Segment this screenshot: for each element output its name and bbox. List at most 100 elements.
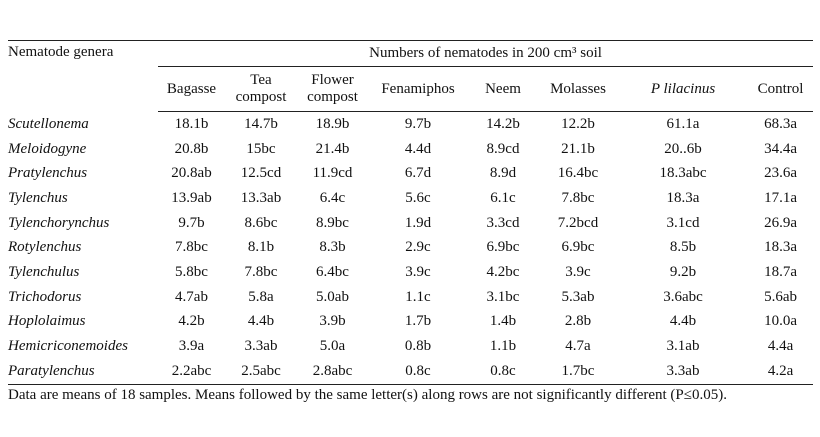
value-cell: 11.9cd xyxy=(312,165,353,182)
table-row: Tylenchulus 5.8bc 7.8bc 6.4bc 3.9c 4.2bc 3.9c 9… xyxy=(8,260,813,285)
value-cell: 4.7ab xyxy=(175,288,208,305)
value-cell: 20..6b xyxy=(664,140,702,157)
value-cell: 12.5cd xyxy=(240,165,282,182)
value-cell: 20.8ab xyxy=(171,165,212,182)
value-cell: 2.8abc xyxy=(312,362,353,379)
genus-cell: Scutellonema xyxy=(8,115,89,132)
value-cell: 0.8c xyxy=(490,362,516,379)
value-cell: 1.9d xyxy=(404,214,432,231)
table-row: Paratylenchus 2.2abc 2.5abc 2.8abc 0.8c 0.8c 1… xyxy=(8,359,813,384)
value-cell: 26.9a xyxy=(764,214,797,231)
value-cell: 3.9c xyxy=(405,263,431,280)
value-cell: 1.7bc xyxy=(561,362,595,379)
value-cell: 6.4bc xyxy=(316,263,349,280)
value-cell: 7.8bc xyxy=(561,189,595,206)
value-cell: 2.2abc xyxy=(171,362,212,379)
value-cell: 5.0ab xyxy=(316,288,349,305)
value-cell: 4.2a xyxy=(767,362,794,379)
value-cell: 14.7b xyxy=(244,115,278,132)
value-cell: 6.4c xyxy=(319,189,346,206)
value-cell: 68.3a xyxy=(764,115,797,132)
table-row: Tylenchorynchus 9.7b 8.6bc 8.9bc 1.9d 3.3cd 7.… xyxy=(8,211,813,236)
value-cell: 23.6a xyxy=(764,165,797,182)
value-cell: 16.4bc xyxy=(557,165,599,182)
column-header: Fenamiphos xyxy=(368,66,468,112)
value-cell: 10.0a xyxy=(764,313,797,330)
value-cell: 21.4b xyxy=(315,140,350,157)
value-cell: 4.4d xyxy=(404,140,432,157)
genus-cell: Meloidogyne xyxy=(8,140,87,157)
genus-cell: Tylenchorynchus xyxy=(8,214,110,231)
value-cell: 3.6abc xyxy=(663,288,703,305)
table-row: Hoplolaimus 4.2b 4.4b 3.9b 1.7b 1.4b 2.8b 4.4b 1… xyxy=(8,310,813,335)
value-cell: 5.6c xyxy=(405,189,431,206)
value-cell: 18.3a xyxy=(666,189,700,206)
table-body: Scutellonema 18.1b 14.7b 18.9b 9.7b 14.2b 12.2… xyxy=(8,112,813,385)
table-row: Rotylenchus 7.8bc 8.1b 8.3b 2.9c 6.9bc 6.9bc 8.… xyxy=(8,235,813,260)
value-cell: 1.1c xyxy=(405,288,431,305)
value-cell: 21.1b xyxy=(561,140,595,157)
value-cell: 7.8bc xyxy=(244,263,278,280)
value-cell: 3.1bc xyxy=(486,288,520,305)
value-cell: 3.1ab xyxy=(666,338,700,355)
value-cell: 7.8bc xyxy=(175,239,208,256)
value-cell: 4.4a xyxy=(767,338,794,355)
value-cell: 3.9a xyxy=(178,338,205,355)
value-cell: 4.2b xyxy=(178,313,205,330)
value-cell: 5.0a xyxy=(319,338,346,355)
column-header: Neem xyxy=(468,66,538,112)
table-row: Scutellonema 18.1b 14.7b 18.9b 9.7b 14.2b 12.2… xyxy=(8,112,813,137)
data-table: Nematode genera Numbers of nematodes in … xyxy=(8,40,814,385)
value-cell: 2.8b xyxy=(564,313,592,330)
spanner-header: Numbers of nematodes in 200 cm³ soil xyxy=(158,40,814,67)
value-cell: 15bc xyxy=(246,140,276,157)
value-cell: 3.1cd xyxy=(666,214,700,231)
value-cell: 18.3a xyxy=(764,239,797,256)
value-cell: 18.1b xyxy=(174,115,209,132)
value-cell: 2.5abc xyxy=(241,362,281,379)
value-cell: 8.9bc xyxy=(316,214,349,231)
value-cell: 3.3ab xyxy=(244,338,278,355)
row-header: Nematode genera xyxy=(8,44,114,60)
column-header: Tea compost xyxy=(225,66,297,112)
value-cell: 8.9cd xyxy=(486,140,520,157)
value-cell: 4.2bc xyxy=(486,263,520,280)
value-cell: 3.3cd xyxy=(486,214,520,231)
value-cell: 9.7b xyxy=(404,115,432,132)
value-cell: 6.1c xyxy=(490,189,516,206)
value-cell: 0.8b xyxy=(404,338,432,355)
value-cell: 8.6bc xyxy=(244,214,278,231)
value-cell: 3.9b xyxy=(319,313,346,330)
value-cell: 1.1b xyxy=(489,338,517,355)
value-cell: 13.3ab xyxy=(240,189,282,206)
value-cell: 4.7a xyxy=(565,338,591,355)
genus-cell: Hemicriconemoides xyxy=(8,338,128,355)
value-cell: 3.9c xyxy=(565,263,591,280)
value-cell: 0.8c xyxy=(405,362,431,379)
value-cell: 7.2bcd xyxy=(557,214,599,231)
table-row: Pratylenchus 20.8ab 12.5cd 11.9cd 6.7d 8.9d 16… xyxy=(8,161,813,186)
column-header: Control xyxy=(748,66,814,112)
value-cell: 2.9c xyxy=(405,239,431,256)
column-header: P lilacinus xyxy=(618,66,748,112)
value-cell: 4.4b xyxy=(247,313,275,330)
value-cell: 5.6ab xyxy=(764,288,797,305)
value-cell: 12.2b xyxy=(561,115,595,132)
table-row: Hemicriconemoides 3.9a 3.3ab 5.0a 0.8b 1.1b 4.… xyxy=(8,334,813,359)
value-cell: 9.7b xyxy=(178,214,205,231)
value-cell: 4.4b xyxy=(669,313,697,330)
genus-cell: Rotylenchus xyxy=(8,239,82,256)
genus-cell: Hoplolaimus xyxy=(8,313,86,330)
genus-cell: Pratylenchus xyxy=(8,165,88,182)
value-cell: 5.8bc xyxy=(175,263,208,280)
column-header: Flower compost xyxy=(297,66,368,112)
value-cell: 14.2b xyxy=(486,115,520,132)
footnote: Data are means of 18 samples. Means foll… xyxy=(8,387,727,403)
value-cell: 20.8b xyxy=(174,140,209,157)
value-cell: 18.3abc xyxy=(659,165,707,182)
value-cell: 18.9b xyxy=(315,115,350,132)
genus-cell: Tylenchus xyxy=(8,189,68,206)
value-cell: 8.5b xyxy=(669,239,697,256)
value-cell: 34.4a xyxy=(764,140,797,157)
